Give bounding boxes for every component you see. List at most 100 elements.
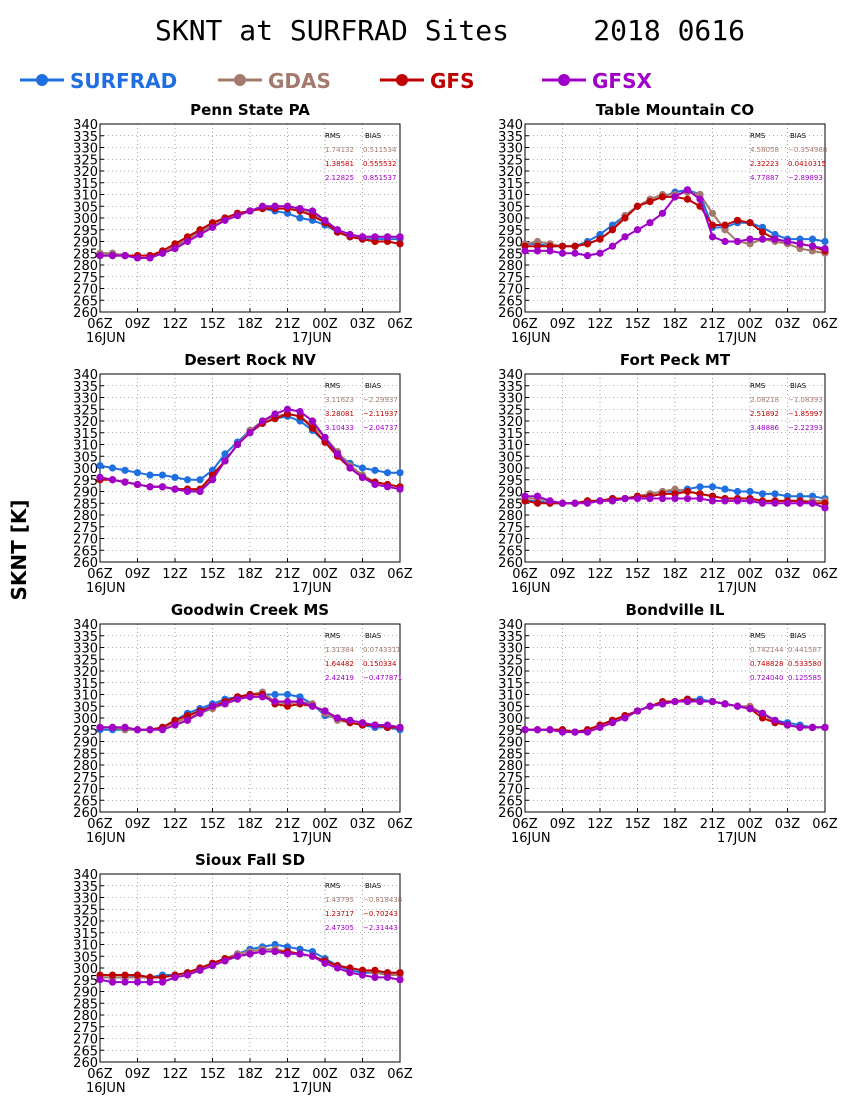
y-tick-label: 340 xyxy=(498,368,523,383)
y-tick-label: 295 xyxy=(498,474,523,489)
stats-header-rms: RMS xyxy=(325,132,341,140)
y-tick-label: 315 xyxy=(73,927,98,942)
data-point xyxy=(158,726,167,734)
data-point xyxy=(358,971,367,979)
data-point xyxy=(633,226,642,234)
data-point xyxy=(783,237,792,246)
data-point xyxy=(371,466,379,474)
data-point xyxy=(358,233,367,241)
y-tick-label: 265 xyxy=(498,794,523,809)
data-point xyxy=(821,723,829,732)
series-gfsx xyxy=(521,697,829,736)
legend-label: GFSX xyxy=(592,69,652,93)
data-point xyxy=(321,707,329,715)
stats-bias: −2.04737 xyxy=(363,424,398,432)
data-point xyxy=(308,952,317,960)
data-point xyxy=(146,471,154,479)
y-tick-label: 305 xyxy=(498,200,523,215)
y-tick-label: 290 xyxy=(73,986,98,1001)
x-tick-label: 18Z xyxy=(237,1067,263,1082)
y-tick-label: 280 xyxy=(498,759,523,774)
data-point xyxy=(621,214,629,222)
date-label: 16JUN xyxy=(511,331,551,346)
x-tick-label: 15Z xyxy=(200,1067,226,1082)
data-point xyxy=(121,478,129,486)
data-point xyxy=(121,723,129,732)
y-tick-label: 310 xyxy=(498,439,523,454)
y-tick-label: 325 xyxy=(73,903,98,918)
data-point xyxy=(121,466,129,474)
panel-bondville-il: Bondville IL2602652702752802852902953003… xyxy=(498,601,838,846)
data-point xyxy=(796,499,804,507)
x-tick-label: 12Z xyxy=(587,317,613,332)
x-tick-label: 06Z xyxy=(387,1067,413,1082)
data-point xyxy=(158,978,167,986)
figure-title: SKNT at SURFRAD Sites 2018 0616 xyxy=(155,14,745,47)
y-axis-label: SKNT [K] xyxy=(7,499,31,600)
y-tick-label: 335 xyxy=(73,880,98,895)
panel-fort-peck-mt: Fort Peck MT2602652702752802852902953003… xyxy=(498,351,838,596)
data-point xyxy=(621,494,629,503)
x-tick-label: 09Z xyxy=(550,317,576,332)
y-tick-label: 325 xyxy=(498,153,523,168)
y-tick-label: 320 xyxy=(73,415,98,430)
y-tick-label: 315 xyxy=(73,677,98,692)
data-point xyxy=(771,499,779,507)
data-point xyxy=(271,697,279,706)
data-point xyxy=(583,252,592,260)
x-tick-label: 03Z xyxy=(775,317,801,332)
stats-header-rms: RMS xyxy=(325,382,341,390)
stats-header-bias: BIAS xyxy=(365,882,382,890)
data-point xyxy=(283,950,292,958)
data-point xyxy=(796,723,804,732)
data-point xyxy=(621,233,629,241)
y-tick-label: 290 xyxy=(73,486,98,501)
y-tick-label: 295 xyxy=(498,224,523,239)
y-tick-label: 290 xyxy=(498,236,523,251)
y-tick-label: 265 xyxy=(73,1044,98,1059)
stats-header-rms: RMS xyxy=(325,632,341,640)
data-point xyxy=(96,723,104,732)
x-tick-label: 18Z xyxy=(237,567,263,582)
data-point xyxy=(121,252,129,260)
data-point xyxy=(771,490,779,498)
y-tick-label: 295 xyxy=(73,224,98,239)
x-tick-label: 12Z xyxy=(162,1067,188,1082)
y-tick-label: 310 xyxy=(73,439,98,454)
data-point xyxy=(383,483,392,491)
data-point xyxy=(558,242,567,250)
x-tick-label: 03Z xyxy=(775,567,801,582)
data-point xyxy=(546,497,554,505)
x-tick-label: 18Z xyxy=(662,567,688,582)
data-point xyxy=(608,497,617,505)
x-tick-label: 00Z xyxy=(737,567,763,582)
y-tick-label: 325 xyxy=(73,403,98,418)
y-tick-label: 285 xyxy=(73,497,98,512)
y-tick-label: 260 xyxy=(73,306,98,321)
stats-rms: 2.47305 xyxy=(325,924,354,932)
stats-bias: 0.0743311 xyxy=(363,646,401,654)
y-tick-label: 315 xyxy=(498,177,523,192)
legend-marker xyxy=(36,74,48,86)
stats-header-rms: RMS xyxy=(750,382,766,390)
data-point xyxy=(333,714,342,722)
data-point xyxy=(358,473,367,481)
data-point xyxy=(333,450,342,458)
x-tick-label: 00Z xyxy=(312,1067,338,1082)
data-point xyxy=(308,417,317,425)
data-point xyxy=(383,469,392,477)
y-tick-label: 295 xyxy=(498,724,523,739)
data-point xyxy=(671,697,679,706)
y-tick-label: 335 xyxy=(73,130,98,145)
panel-title: Table Mountain CO xyxy=(596,101,754,119)
data-point xyxy=(233,212,242,220)
stats-rms: 1.43795 xyxy=(325,896,354,904)
date-label: 17JUN xyxy=(292,831,332,846)
data-point xyxy=(608,242,617,250)
y-tick-label: 295 xyxy=(73,724,98,739)
panel-title: Penn State PA xyxy=(190,101,310,119)
data-point xyxy=(308,702,317,710)
data-point xyxy=(221,457,229,465)
y-tick-label: 310 xyxy=(73,939,98,954)
data-point xyxy=(733,216,742,224)
